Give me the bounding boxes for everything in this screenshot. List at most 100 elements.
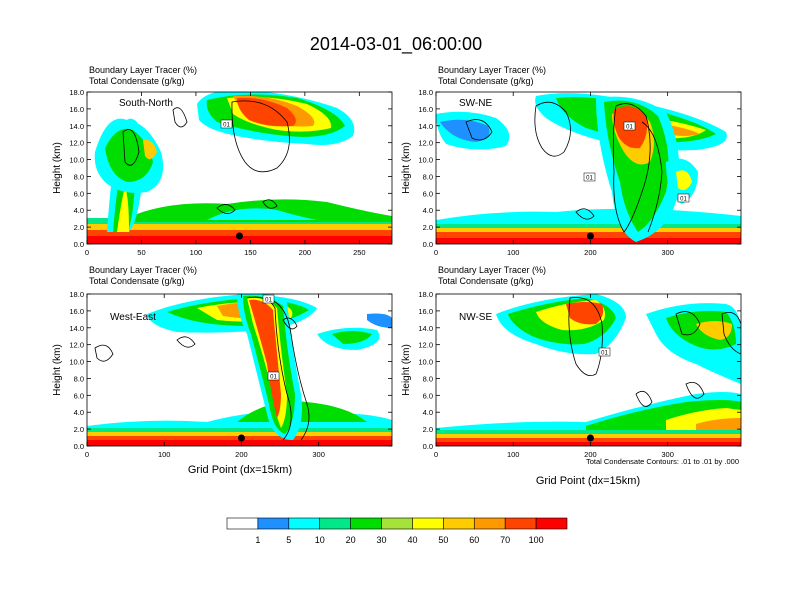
x-tick-label: 100 bbox=[507, 248, 520, 257]
y-tick-label: 14.0 bbox=[69, 122, 84, 131]
x-axis-label: Grid Point (dx=15km) bbox=[188, 464, 292, 476]
colorbar-box bbox=[473, 517, 506, 530]
x-ticks: 0 100 200 300 bbox=[434, 294, 674, 459]
panel-label-tracer: Boundary Layer Tracer (%) bbox=[438, 65, 546, 75]
plot-frame bbox=[435, 91, 742, 245]
x-tick-label: 0 bbox=[85, 450, 89, 459]
plot-frame bbox=[435, 293, 742, 447]
y-tick-label: 16.0 bbox=[69, 105, 84, 114]
y-tick-label: 8.0 bbox=[74, 172, 84, 181]
y-tick-label: 16.0 bbox=[418, 307, 433, 316]
svg-text:01: 01 bbox=[586, 176, 593, 182]
y-tick-label: 16.0 bbox=[69, 307, 84, 316]
panel-label-condensate: Total Condensate (g/kg) bbox=[89, 276, 185, 286]
colorbar-label: 70 bbox=[500, 535, 510, 545]
y-tick-label: 4.0 bbox=[74, 206, 84, 215]
y-tick-label: 4.0 bbox=[74, 408, 84, 417]
x-tick-label: 100 bbox=[158, 450, 171, 459]
y-ticks: 0.0 2.0 4.0 6.0 8.0 10.0 12.0 14.0 16.0 18.0 bbox=[418, 290, 741, 451]
colorbar-box bbox=[257, 517, 290, 530]
y-tick-label: 2.0 bbox=[74, 223, 84, 232]
colorbar-label: 50 bbox=[438, 535, 448, 545]
y-axis-label: Height (km) bbox=[401, 142, 412, 194]
contour-label: 01 bbox=[623, 121, 636, 131]
panel-south-north: Boundary Layer Tracer (%) Total Condensa… bbox=[52, 65, 393, 257]
contour-label: 01 bbox=[262, 294, 275, 304]
panel-nw-se: Boundary Layer Tracer (%) Total Condensa… bbox=[401, 265, 742, 487]
y-tick-label: 18.0 bbox=[69, 88, 84, 97]
colorbar-box bbox=[319, 517, 351, 530]
colorbar-box bbox=[412, 517, 444, 530]
colorbar-label: 10 bbox=[315, 535, 325, 545]
colorbar-box bbox=[226, 517, 259, 530]
y-tick-label: 10.0 bbox=[69, 358, 84, 367]
y-tick-label: 12.0 bbox=[418, 341, 433, 350]
y-tick-label: 2.0 bbox=[423, 425, 433, 434]
x-tick-label: 100 bbox=[507, 450, 520, 459]
svg-text:01: 01 bbox=[601, 351, 608, 357]
y-tick-label: 16.0 bbox=[418, 105, 433, 114]
panel-name: SW-NE bbox=[459, 98, 492, 109]
x-tick-label: 300 bbox=[312, 450, 325, 459]
x-tick-label: 150 bbox=[244, 248, 257, 257]
plot-frame bbox=[86, 91, 393, 245]
x-tick-label: 300 bbox=[661, 450, 674, 459]
x-tick-label: 0 bbox=[85, 248, 89, 257]
colorbar-box bbox=[350, 517, 382, 530]
x-tick-label: 250 bbox=[353, 248, 366, 257]
tracer-field bbox=[87, 92, 392, 244]
svg-text:01: 01 bbox=[270, 375, 277, 381]
x-ticks: 0 100 200 300 bbox=[85, 294, 325, 459]
y-tick-label: 0.0 bbox=[423, 240, 433, 249]
colorbar-label: 1 bbox=[255, 535, 260, 545]
panel-name: West-East bbox=[110, 312, 156, 323]
figure-title: 2014-03-01_06:00:00 bbox=[310, 34, 482, 55]
y-ticks: 0.0 2.0 4.0 6.0 8.0 10.0 12.0 14.0 16.0 18.0 bbox=[418, 88, 741, 249]
contour-label: 01 bbox=[583, 172, 596, 182]
colorbar-label: 100 bbox=[529, 535, 544, 545]
location-marker bbox=[237, 434, 245, 442]
x-tick-label: 300 bbox=[661, 248, 674, 257]
panel-label-condensate: Total Condensate (g/kg) bbox=[438, 76, 534, 86]
panel-label-tracer: Boundary Layer Tracer (%) bbox=[89, 265, 197, 275]
y-tick-label: 12.0 bbox=[418, 139, 433, 148]
panel-label-condensate: Total Condensate (g/kg) bbox=[438, 276, 534, 286]
colorbar-label: 60 bbox=[469, 535, 479, 545]
contour-label: 01 bbox=[677, 193, 690, 203]
y-ticks: 0.0 2.0 4.0 6.0 8.0 10.0 12.0 14.0 16.0 18.0 bbox=[69, 88, 392, 249]
panel-name: South-North bbox=[119, 98, 173, 109]
plot-frame bbox=[86, 293, 393, 447]
y-tick-label: 4.0 bbox=[423, 206, 433, 215]
y-tick-label: 12.0 bbox=[69, 139, 84, 148]
colorbar: 1 5 10 20 30 40 50 60 70 100 bbox=[226, 517, 568, 545]
y-tick-label: 8.0 bbox=[74, 374, 84, 383]
y-axis-label: Height (km) bbox=[401, 344, 412, 396]
y-tick-label: 6.0 bbox=[423, 189, 433, 198]
contour-label: 01 bbox=[220, 119, 233, 129]
y-tick-label: 6.0 bbox=[74, 391, 84, 400]
location-marker bbox=[236, 232, 243, 240]
x-axis-label: Grid Point (dx=15km) bbox=[536, 475, 640, 487]
panel-label-condensate: Total Condensate (g/kg) bbox=[89, 76, 185, 86]
colorbar-label: 30 bbox=[377, 535, 387, 545]
y-tick-label: 10.0 bbox=[418, 358, 433, 367]
panel-name: NW-SE bbox=[459, 312, 492, 323]
svg-text:01: 01 bbox=[680, 197, 687, 203]
colorbar-label: 20 bbox=[346, 535, 356, 545]
panel-west-east: Boundary Layer Tracer (%) Total Condensa… bbox=[52, 265, 393, 476]
y-tick-label: 18.0 bbox=[69, 290, 84, 299]
x-ticks: 0 50 100 150 200 250 bbox=[85, 92, 366, 257]
x-tick-label: 200 bbox=[299, 248, 312, 257]
footnote: Total Condensate Contours: .01 to .01 by… bbox=[586, 457, 739, 466]
y-tick-label: 14.0 bbox=[418, 324, 433, 333]
panel-label-tracer: Boundary Layer Tracer (%) bbox=[438, 265, 546, 275]
tracer-field bbox=[87, 294, 392, 446]
y-tick-label: 6.0 bbox=[423, 391, 433, 400]
contour-label: 01 bbox=[598, 347, 611, 357]
y-tick-label: 14.0 bbox=[69, 324, 84, 333]
colorbar-box bbox=[288, 517, 321, 530]
x-tick-label: 200 bbox=[584, 450, 597, 459]
svg-text:01: 01 bbox=[223, 123, 230, 129]
colorbar-box bbox=[504, 517, 537, 530]
